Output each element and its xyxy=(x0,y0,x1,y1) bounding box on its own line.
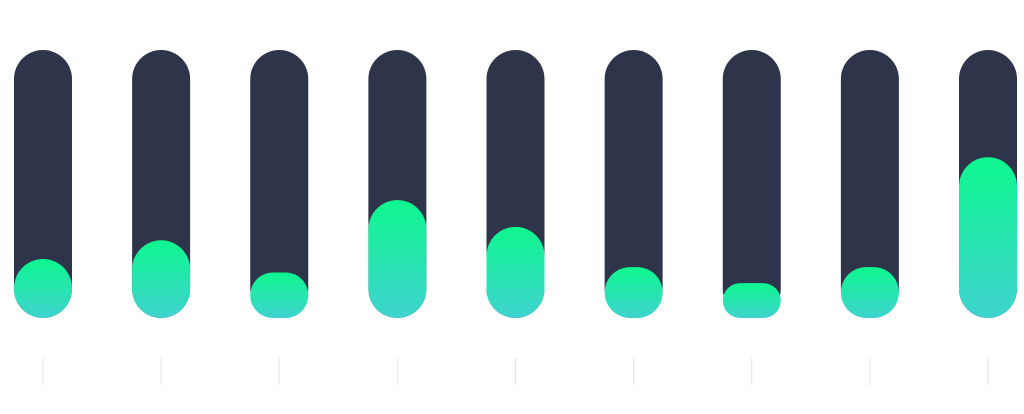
bar-track xyxy=(722,50,781,318)
bar xyxy=(368,200,427,318)
bar-track xyxy=(14,50,72,318)
bar xyxy=(840,267,899,318)
bar xyxy=(604,267,663,318)
bar xyxy=(722,283,781,318)
bar-track xyxy=(604,50,663,318)
bar xyxy=(250,272,309,318)
bar xyxy=(14,259,72,318)
bar xyxy=(959,157,1017,318)
bar-track xyxy=(840,50,899,318)
bar-track xyxy=(250,50,309,318)
bar xyxy=(132,240,191,318)
bar xyxy=(486,226,545,318)
